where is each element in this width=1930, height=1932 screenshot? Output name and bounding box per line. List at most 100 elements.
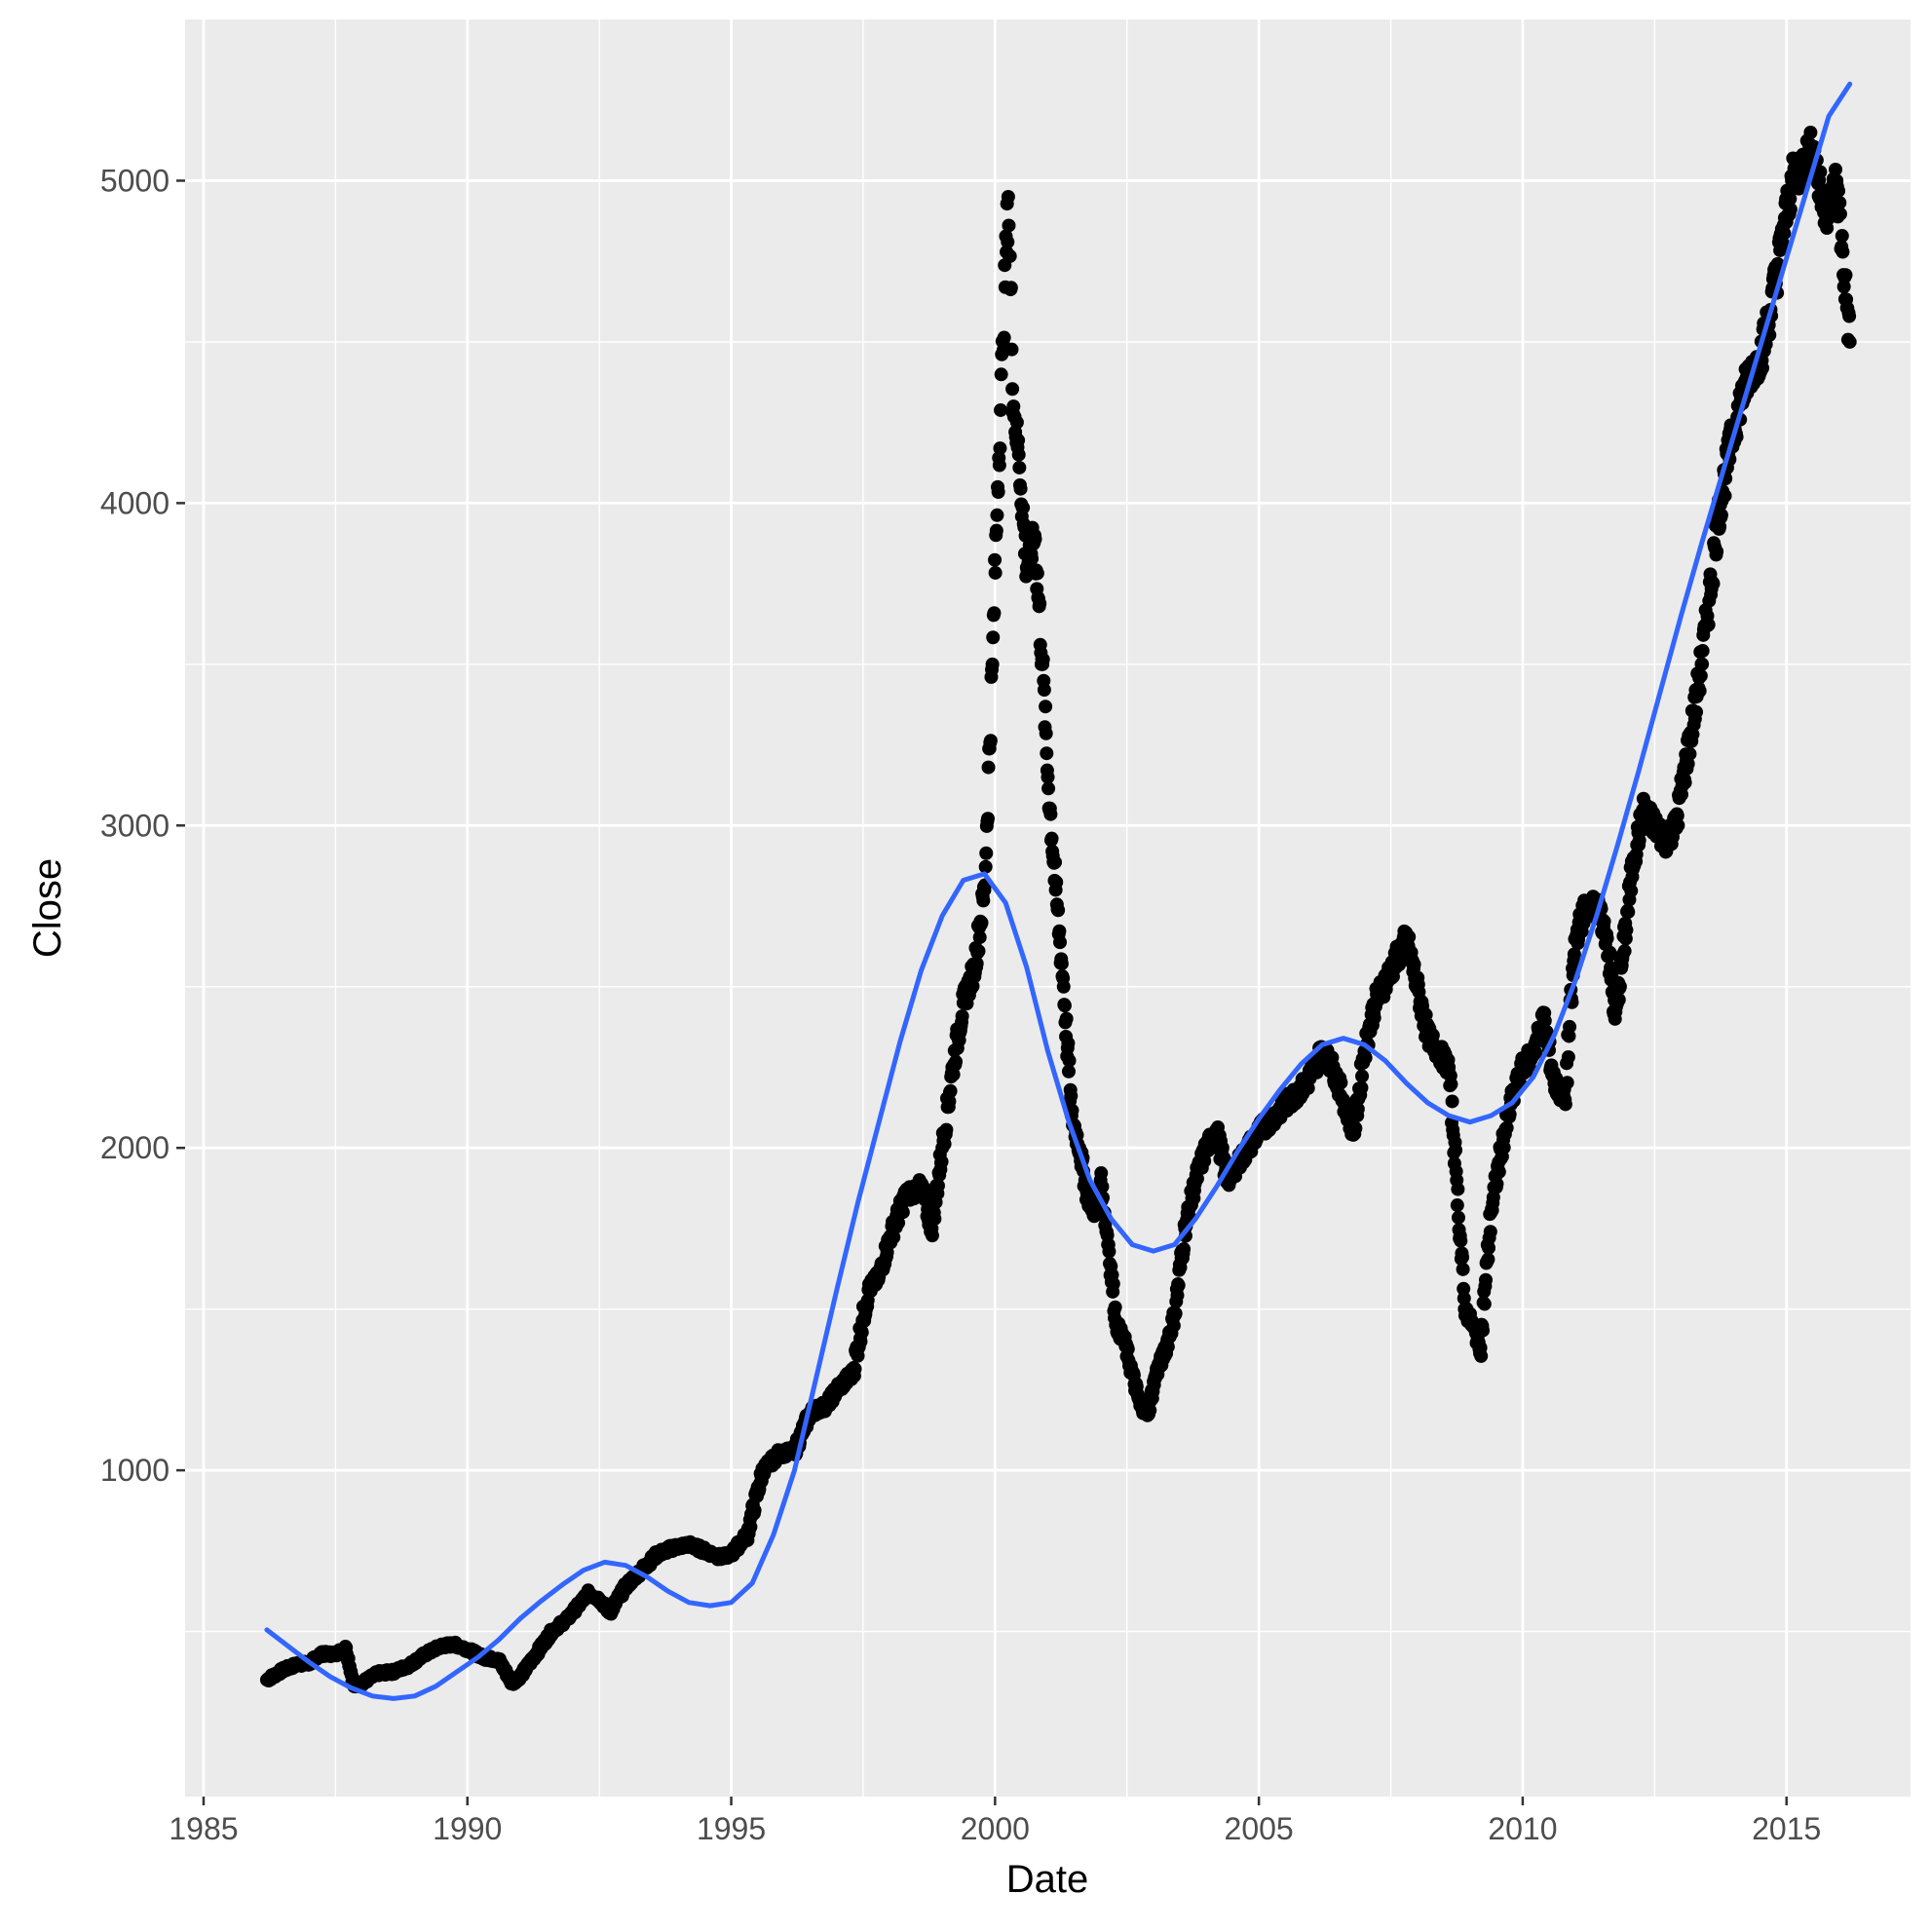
data-point [1476, 1323, 1491, 1338]
data-point [848, 1362, 862, 1377]
data-point [927, 1211, 942, 1226]
data-point [1718, 488, 1732, 503]
data-point [1832, 183, 1846, 198]
data-point [1013, 481, 1028, 496]
y-tick-label: 4000 [100, 485, 170, 520]
data-point [1706, 577, 1721, 591]
data-point [1028, 532, 1042, 547]
data-point [971, 944, 986, 959]
data-point [1039, 726, 1053, 740]
data-point [987, 606, 1002, 621]
data-point [1481, 1252, 1495, 1267]
data-point [976, 893, 991, 908]
data-point [1000, 197, 1014, 211]
x-axis: 1985 1990 1995 2000 2005 2010 2015 [169, 1797, 1821, 1846]
data-point [1560, 1076, 1574, 1090]
grid-major-lines [185, 19, 1911, 1797]
data-point [994, 367, 1008, 382]
data-point [1048, 855, 1063, 870]
data-point [980, 812, 995, 826]
data-point [949, 1054, 964, 1069]
data-point [1044, 831, 1059, 846]
data-point [972, 930, 987, 945]
data-point [1624, 884, 1639, 898]
data-point [1003, 281, 1018, 295]
data-point [955, 1008, 969, 1023]
data-point [1043, 807, 1058, 821]
data-point [1692, 684, 1707, 699]
x-tick-label: 2000 [961, 1811, 1030, 1846]
data-point [1449, 1164, 1463, 1179]
data-point [1714, 508, 1728, 522]
data-point [1611, 993, 1626, 1007]
data-point [986, 630, 1001, 645]
data-point [1671, 818, 1685, 833]
data-point [1483, 1225, 1497, 1239]
data-point [969, 956, 984, 970]
data-point [1695, 644, 1710, 659]
data-point [930, 1178, 945, 1193]
data-point [1215, 1141, 1230, 1155]
data-point [1025, 551, 1040, 566]
x-tick-label: 1995 [697, 1811, 766, 1846]
data-point [1502, 1107, 1517, 1121]
data-point [1367, 1010, 1381, 1025]
data-point [1102, 1244, 1116, 1259]
data-point [1776, 239, 1791, 253]
data-point [1051, 903, 1066, 918]
data-point [1456, 1262, 1470, 1276]
data-point [1451, 1210, 1465, 1225]
data-point [1603, 945, 1617, 960]
data-point [1036, 652, 1050, 666]
data-point [1052, 924, 1067, 938]
data-point [1025, 520, 1040, 535]
data-point [1632, 833, 1646, 848]
data-point [1561, 1049, 1575, 1064]
data-point [1678, 776, 1692, 790]
data-point [1059, 1011, 1074, 1026]
data-point [981, 760, 996, 775]
data-point [1064, 1088, 1079, 1103]
data-point [1094, 1166, 1109, 1181]
data-point [1756, 360, 1770, 375]
data-point [1407, 957, 1421, 971]
data-point [1171, 1278, 1186, 1293]
data-point [1689, 704, 1704, 719]
data-point [1449, 1143, 1463, 1157]
x-tick-label: 1990 [433, 1811, 502, 1846]
x-tick-label: 1985 [169, 1811, 238, 1846]
data-point [1170, 1288, 1185, 1303]
data-point [943, 1083, 958, 1098]
y-tick-label: 2000 [100, 1130, 170, 1165]
data-point [1016, 501, 1031, 515]
data-point [1833, 196, 1847, 210]
data-point [1056, 971, 1071, 986]
data-point [1492, 1164, 1506, 1179]
data-point [1402, 929, 1417, 944]
data-point [991, 484, 1005, 499]
data-point [1597, 914, 1611, 928]
data-point [1842, 309, 1857, 323]
y-axis-title: Close [26, 858, 69, 958]
y-tick-label: 5000 [100, 163, 170, 198]
x-tick-label: 2010 [1488, 1811, 1557, 1846]
data-point [1617, 944, 1632, 959]
grid-minor-lines [185, 19, 1911, 1797]
data-point [1177, 1242, 1192, 1257]
data-point [1537, 1013, 1552, 1028]
data-point [1619, 923, 1634, 937]
data-point [1095, 1179, 1110, 1193]
data-point [979, 846, 994, 860]
data-point [1041, 781, 1056, 796]
data-point [1474, 1348, 1489, 1363]
data-point [854, 1325, 869, 1340]
data-point [985, 663, 1000, 677]
data-point [1454, 1233, 1468, 1248]
data-point [934, 1155, 949, 1169]
data-point [1039, 700, 1053, 714]
data-point [1334, 1076, 1348, 1090]
data-point [1529, 1045, 1543, 1060]
data-point [1670, 809, 1684, 823]
data-point [1040, 763, 1054, 777]
